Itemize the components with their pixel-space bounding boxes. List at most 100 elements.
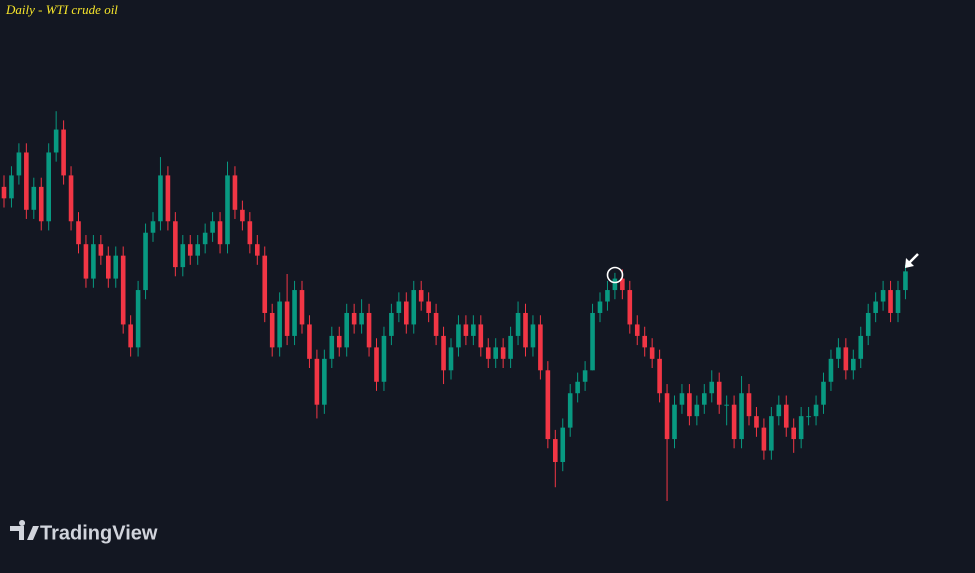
candle-body [851,358,856,371]
candle-body [83,244,89,279]
candle-body [187,244,193,256]
candle-body [664,393,670,440]
candle-body [649,347,655,359]
candle-body [106,255,111,279]
arrow-head [905,258,914,268]
candle-body [865,312,871,336]
candle-body [836,347,841,359]
candle-body [456,324,461,348]
arrow-shaft [908,253,919,264]
candle-body [813,404,819,417]
candle-body [575,381,580,394]
candle-body [515,312,521,336]
candle-body [538,324,543,371]
candle-body [31,186,37,210]
candle-body [433,312,439,336]
candle-body [381,335,387,382]
candle-body [508,335,513,359]
candle-body [135,290,141,348]
chart-title: Daily - WTI crude oil [5,2,118,17]
candle-body [180,244,186,268]
candle-body [612,278,618,291]
candle-body [292,290,297,336]
candle-body [620,278,625,291]
candle-body [158,175,163,222]
candle-body [597,301,603,313]
candle-body [843,347,849,371]
candle-body [791,427,796,440]
candle-body [471,324,476,336]
candle-body [366,312,372,348]
candle-body [590,312,595,371]
candle-body [284,301,290,336]
candle-body [232,175,238,210]
candle-body [895,290,901,313]
candle-body [16,152,22,176]
candle-body [873,301,878,313]
candle-body [485,347,491,359]
watermark: TradingView [10,520,158,544]
candle-body [128,324,133,348]
candle-body [225,175,230,245]
candle-body [463,324,469,336]
candle-body [880,290,886,302]
watermark-text: TradingView [40,522,158,544]
candle-body [806,416,811,418]
candle-body [634,324,640,336]
candle-body [389,312,394,336]
candle-body [165,175,171,222]
candle-body [38,186,44,222]
candle-body [739,393,744,440]
candle-body [582,370,588,382]
candle-body [262,255,268,313]
candle-body [605,290,610,302]
candle-body [396,301,402,313]
candle-body [694,404,700,417]
candle-body [441,335,446,371]
candle-body [120,255,126,325]
candle-body [255,244,260,256]
candle-body [687,393,692,417]
candle-body [761,427,767,451]
candle-body [240,209,245,222]
candle-body [500,347,506,359]
candle-body [783,404,789,428]
candle-body [9,175,14,199]
candle-body [418,290,424,302]
candle-body [553,439,558,463]
candle-body [314,358,320,405]
candle-body [61,129,66,176]
candle-body [709,381,715,394]
candle-body [411,290,417,325]
candle-body [493,347,498,359]
candle-body [1,186,7,199]
candle-body [798,416,804,440]
candle-body [247,221,253,245]
candle-body [202,232,208,245]
candle-body [24,152,29,210]
candle-body [98,244,104,256]
candle-body [53,129,59,153]
candle-body [91,244,96,279]
candle-body [426,301,431,313]
candle-body [113,255,119,279]
candles [1,111,908,501]
candle-body [68,175,74,222]
candle-body [679,393,685,405]
candle-body [359,312,364,325]
candle-body [299,290,305,325]
candle-body [821,381,826,405]
candle-body [754,416,759,428]
candle-body [210,221,215,233]
candle-body [344,312,349,348]
candle-body [150,221,156,233]
candle-body [322,358,327,405]
candle-body [545,370,551,440]
candle-body [374,347,379,382]
candle-body [523,312,528,348]
candle-body [195,244,200,256]
candle-body [657,358,662,394]
candle-body [277,301,282,348]
